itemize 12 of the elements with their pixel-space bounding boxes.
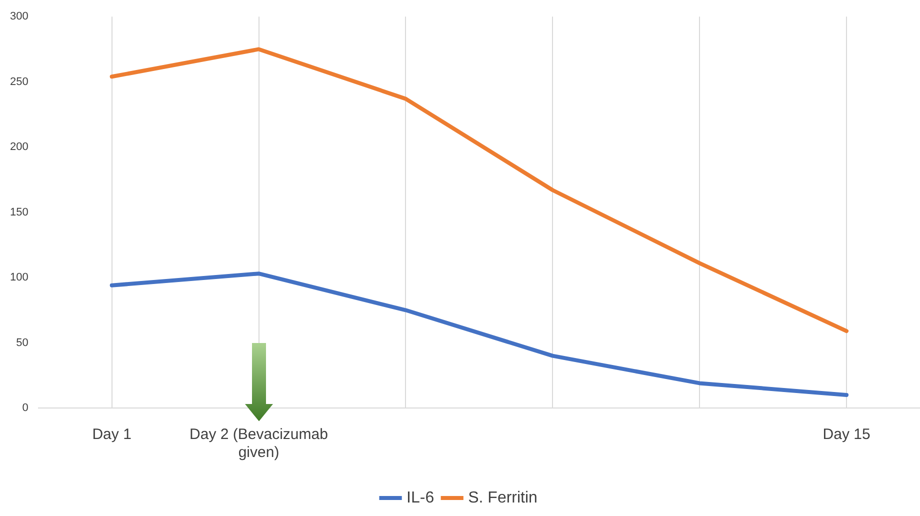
legend-label: IL-6: [406, 489, 434, 506]
legend-label: S. Ferritin: [468, 489, 538, 506]
y-tick-label: 150: [10, 206, 28, 218]
x-tick-label: Day 2 (Bevacizumab given): [190, 426, 328, 462]
y-tick-label: 300: [10, 10, 28, 23]
y-tick-label: 100: [10, 272, 28, 284]
x-tick-label: Day 1: [92, 426, 132, 444]
y-tick-label: 250: [10, 76, 28, 88]
y-tick-label: 50: [16, 336, 28, 349]
y-tick-label: 0: [22, 402, 28, 414]
x-tick-label: Day 15: [822, 426, 870, 444]
y-tick-label: 200: [10, 141, 28, 154]
